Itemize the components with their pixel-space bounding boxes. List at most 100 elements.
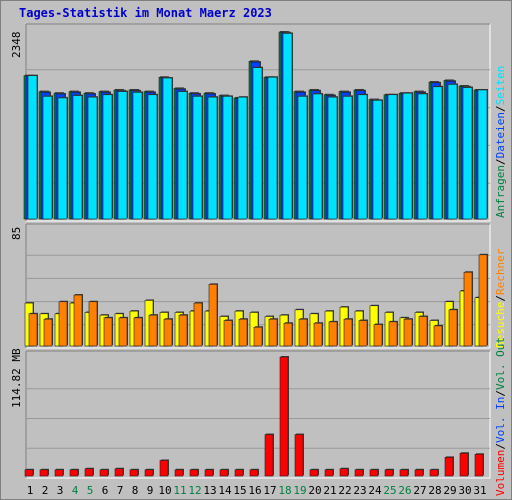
bar-volume-day-14 xyxy=(219,469,229,477)
bar-volume-day-12 xyxy=(189,469,199,477)
bar-rechner-day-8 xyxy=(133,317,143,347)
bar-seiten-day-31 xyxy=(477,89,488,220)
bar-volume-day-23 xyxy=(354,469,364,477)
bar-seiten-day-8 xyxy=(132,92,143,220)
bar-seiten-day-6 xyxy=(102,94,113,220)
bar-seiten-day-18 xyxy=(282,33,293,220)
x-tick-label-day-27: 27 xyxy=(413,484,427,497)
bar-volume-day-1 xyxy=(24,469,34,477)
bar-seiten-day-16 xyxy=(252,67,263,220)
bar-volume-day-8 xyxy=(129,469,139,477)
bar-volume-day-6 xyxy=(99,469,109,477)
bar-seiten-day-3 xyxy=(57,97,68,220)
bar-rechner-day-21 xyxy=(328,321,338,347)
bar-volume-day-4 xyxy=(69,469,79,477)
bar-seiten-day-1 xyxy=(27,75,38,220)
x-tick-label-day-30: 30 xyxy=(458,484,472,497)
bar-rechner-day-18 xyxy=(283,322,293,347)
x-tick-label-day-1: 1 xyxy=(26,484,34,497)
bar-volume-day-22 xyxy=(339,468,349,477)
bar-rechner-day-29 xyxy=(448,309,458,347)
x-tick-label-day-28: 28 xyxy=(428,484,442,497)
bar-rechner-day-20 xyxy=(313,322,323,347)
x-tick-label-day-31: 31 xyxy=(473,484,487,497)
chart-title: Tages-Statistik im Monat Maerz 2023 xyxy=(19,6,272,20)
x-tick-label-day-15: 15 xyxy=(233,484,247,497)
bar-rechner-day-14 xyxy=(223,320,233,347)
bar-seiten-day-12 xyxy=(192,96,203,220)
x-tick-label-day-14: 14 xyxy=(218,484,232,497)
bar-volume-day-15 xyxy=(234,469,244,477)
bar-seiten-day-30 xyxy=(462,87,473,220)
bar-seiten-day-25 xyxy=(387,94,398,220)
bar-rechner-day-23 xyxy=(358,320,368,347)
bar-volume-day-29 xyxy=(444,457,454,477)
bar-volume-day-28 xyxy=(429,469,439,477)
x-tick-label-day-9: 9 xyxy=(146,484,154,497)
x-tick-label-day-4: 4 xyxy=(71,484,79,497)
bar-seiten-day-11 xyxy=(177,91,188,220)
bar-rechner-day-11 xyxy=(178,314,188,347)
bar-volume-day-26 xyxy=(399,469,409,477)
bar-rechner-day-27 xyxy=(418,316,428,347)
bar-seiten-day-14 xyxy=(222,96,233,220)
bar-volume-day-2 xyxy=(39,469,49,477)
x-tick-label-day-7: 7 xyxy=(116,484,124,497)
bar-rechner-day-17 xyxy=(268,318,278,347)
bar-rechner-day-24 xyxy=(373,324,383,347)
bar-rechner-day-31 xyxy=(478,254,488,347)
bar-seiten-day-4 xyxy=(72,95,83,220)
bar-seiten-day-21 xyxy=(327,96,338,220)
bar-seiten-day-13 xyxy=(207,96,218,220)
x-tick-label-day-18: 18 xyxy=(278,484,292,497)
x-tick-label-day-21: 21 xyxy=(323,484,337,497)
bar-rechner-day-16 xyxy=(253,326,263,347)
x-tick-label-day-22: 22 xyxy=(338,484,352,497)
x-tick-label-day-29: 29 xyxy=(443,484,457,497)
x-tick-label-day-13: 13 xyxy=(203,484,217,497)
bar-rechner-day-10 xyxy=(163,318,173,347)
bar-rechner-day-5 xyxy=(88,301,98,347)
bar-volume-day-11 xyxy=(174,469,184,477)
bar-volume-day-7 xyxy=(114,468,124,477)
bar-rechner-day-19 xyxy=(298,318,308,347)
bar-seiten-day-9 xyxy=(147,94,158,220)
bar-volume-day-25 xyxy=(384,469,394,477)
x-tick-label-day-10: 10 xyxy=(158,484,172,497)
x-tick-label-day-3: 3 xyxy=(56,484,64,497)
bar-volume-day-16 xyxy=(249,469,259,477)
bar-seiten-day-23 xyxy=(357,94,368,220)
bar-rechner-day-28 xyxy=(433,325,443,347)
x-tick-label-day-25: 25 xyxy=(383,484,397,497)
bar-rechner-day-25 xyxy=(388,321,398,347)
bar-seiten-day-15 xyxy=(237,96,248,220)
x-tick-label-day-12: 12 xyxy=(188,484,202,497)
bar-volume-day-3 xyxy=(54,469,64,477)
bar-volume-day-18 xyxy=(279,356,289,477)
bar-rechner-day-30 xyxy=(463,271,473,347)
bar-seiten-day-17 xyxy=(267,76,278,220)
bar-seiten-day-19 xyxy=(297,96,308,220)
x-tick-label-day-23: 23 xyxy=(353,484,367,497)
x-tick-label-day-5: 5 xyxy=(86,484,94,497)
bar-volume-day-9 xyxy=(144,469,154,477)
bar-rechner-day-4 xyxy=(73,294,83,347)
x-tick-label-day-16: 16 xyxy=(248,484,262,497)
bar-seiten-day-27 xyxy=(417,93,428,220)
bar-seiten-day-2 xyxy=(42,96,53,220)
x-tick-label-day-6: 6 xyxy=(101,484,109,497)
x-tick-label-day-20: 20 xyxy=(308,484,322,497)
bar-rechner-day-6 xyxy=(103,317,113,347)
x-tick-label-day-24: 24 xyxy=(368,484,382,497)
bar-volume-day-13 xyxy=(204,469,214,477)
bar-volume-day-10 xyxy=(159,460,169,477)
x-tick-label-day-17: 17 xyxy=(263,484,277,497)
x-tick-label-day-2: 2 xyxy=(41,484,49,497)
bar-volume-day-19 xyxy=(294,434,304,477)
bar-seiten-day-20 xyxy=(312,93,323,220)
bar-rechner-day-1 xyxy=(28,313,38,347)
panel-2-background xyxy=(25,350,491,479)
x-tick-label-day-11: 11 xyxy=(173,484,187,497)
bar-rechner-day-13 xyxy=(208,284,218,347)
